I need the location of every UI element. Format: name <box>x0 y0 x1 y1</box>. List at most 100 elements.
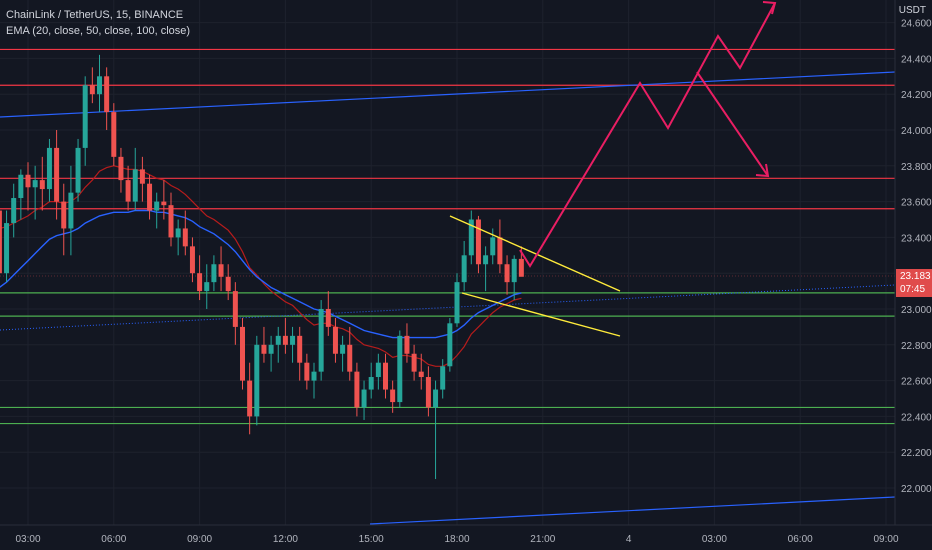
candle-body <box>182 228 188 247</box>
candle <box>97 54 102 113</box>
candle <box>332 317 338 363</box>
candle <box>447 317 453 372</box>
candle <box>82 76 88 166</box>
time-tick-label: 03:00 <box>702 534 727 545</box>
candle-body <box>490 237 496 256</box>
time-tick-label: 06:00 <box>101 534 126 545</box>
time-tick-label: 15:00 <box>359 534 384 545</box>
wedge-lower-line <box>461 292 621 337</box>
candle-body <box>254 344 260 417</box>
candle-body <box>204 282 210 292</box>
candle <box>147 174 153 220</box>
candle <box>475 215 481 274</box>
candle-body <box>0 210 2 274</box>
time-tick-label: 06:00 <box>788 534 813 545</box>
candle <box>18 169 24 220</box>
candle <box>354 362 360 417</box>
time-tick-label: 18:00 <box>444 534 469 545</box>
candle-body <box>311 371 317 381</box>
candle-body <box>211 264 217 283</box>
price-tick-label: 23.400 <box>901 233 932 244</box>
candle-body <box>483 255 489 265</box>
candle-body <box>268 344 274 354</box>
candle-body <box>290 335 296 345</box>
candle <box>304 353 310 390</box>
candle-body <box>97 76 102 95</box>
candle-body <box>104 76 110 113</box>
candle <box>218 246 224 292</box>
candle-body <box>147 183 153 211</box>
price-tick-label: 23.600 <box>901 198 932 209</box>
candle-body <box>347 344 353 372</box>
candle-body <box>82 85 88 148</box>
candle-body <box>32 180 38 188</box>
candle-body <box>475 219 481 265</box>
candle <box>504 255 510 295</box>
candle <box>411 344 417 381</box>
candle <box>483 246 489 292</box>
candle <box>461 240 467 292</box>
candle-body <box>440 366 446 390</box>
candle-body <box>161 201 167 206</box>
candle <box>182 210 188 256</box>
candle-body <box>461 255 467 283</box>
chart-legend: ChainLink / TetherUS, 15, BINANCE EMA (2… <box>6 7 190 39</box>
candle <box>404 323 410 363</box>
candle-body <box>139 169 145 184</box>
candle-body <box>390 389 396 403</box>
candle <box>340 335 346 372</box>
candle <box>240 317 245 390</box>
candle-body <box>332 326 338 354</box>
candle-body <box>447 323 453 367</box>
candle <box>440 359 446 399</box>
candle-body <box>433 389 439 408</box>
candle <box>368 362 374 399</box>
price-tick-label: 22.600 <box>901 377 932 388</box>
price-tick-label: 24.400 <box>901 54 932 65</box>
candle-body <box>383 362 388 390</box>
candle-body <box>125 180 131 202</box>
candle-body <box>497 237 503 265</box>
candle-body <box>354 371 360 408</box>
candle-body <box>397 335 403 403</box>
candle-body <box>61 201 67 229</box>
candle-body <box>275 335 281 345</box>
candle <box>254 335 260 426</box>
candle-body <box>518 258 524 277</box>
last-price: 23.183 <box>900 271 931 282</box>
candle <box>139 156 145 202</box>
projection-path-bearish <box>696 71 769 177</box>
candle-body <box>418 371 424 378</box>
candle <box>189 237 195 283</box>
candle-body <box>175 228 181 238</box>
candle-body <box>168 205 174 238</box>
candle-body <box>232 291 238 327</box>
candle <box>397 330 403 408</box>
candle-body <box>504 264 510 283</box>
candle <box>454 273 460 327</box>
price-tick-label: 22.200 <box>901 448 932 459</box>
candle <box>68 165 74 256</box>
price-tick-label: 22.800 <box>901 341 932 352</box>
candle-body <box>304 362 310 381</box>
candle-body <box>454 282 460 324</box>
candle <box>261 326 267 363</box>
candle-body <box>425 377 431 408</box>
candle <box>383 353 388 399</box>
candle <box>211 255 217 292</box>
candle <box>104 67 110 130</box>
time-tick-label: 03:00 <box>15 534 40 545</box>
price-tick-label: 23.800 <box>901 162 932 173</box>
candle-body <box>340 344 346 354</box>
candle-body <box>468 219 474 256</box>
price-tick-label: 24.200 <box>901 90 932 101</box>
candle <box>390 380 396 413</box>
candle <box>232 282 238 345</box>
candle-body <box>132 169 138 202</box>
candle <box>497 219 503 274</box>
candle-body <box>18 174 24 199</box>
candle <box>32 165 38 220</box>
candle-body <box>111 112 117 157</box>
candle-body <box>46 147 52 190</box>
